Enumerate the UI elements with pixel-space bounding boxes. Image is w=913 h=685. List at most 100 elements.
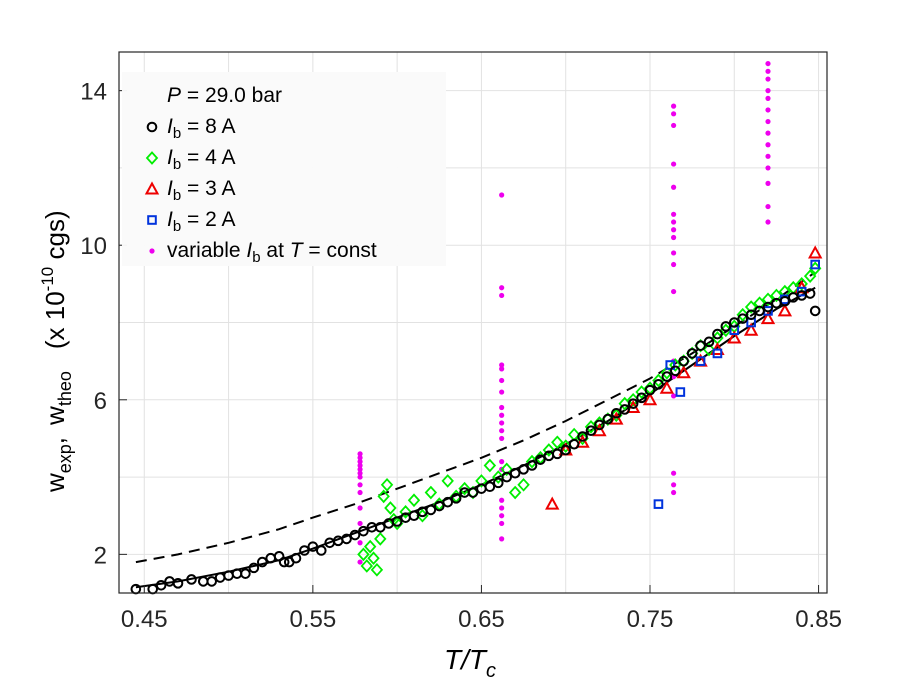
data-point-diamond [500, 462, 513, 477]
data-point-dot [357, 462, 363, 469]
data-point-circle [526, 460, 538, 471]
data-point-diamond [483, 458, 497, 473]
x-axis-label: T/Tc [444, 644, 496, 682]
y-label-w-exp: w [40, 473, 70, 493]
legend-marker-triangle [144, 181, 160, 195]
data-point-dot [499, 292, 505, 299]
legend-marker-diamond [145, 151, 159, 165]
data-point-diamond [761, 292, 775, 307]
legend-8a-rest: = 8 A [181, 115, 235, 138]
data-point-circle [695, 340, 706, 351]
data-point-circle [669, 365, 681, 377]
y-label-units-close: cgs) [40, 210, 70, 266]
data-point-circle [391, 516, 403, 527]
legend-var-pre: variable [167, 239, 246, 262]
data-point-circle [577, 431, 588, 442]
data-point-circle [644, 384, 656, 396]
data-point-dot [671, 393, 677, 399]
data-point-circle [737, 313, 749, 324]
legend-markers [144, 121, 160, 254]
plot-frame [118, 51, 828, 594]
legend-entry-2a: Ib = 2 A [167, 208, 235, 235]
data-point-triangle [642, 392, 658, 406]
data-point-circle [240, 568, 251, 579]
legend-entry-3a: Ib = 3 A [167, 177, 235, 204]
legend-4a-var: I [167, 146, 173, 169]
data-point-circle [602, 413, 614, 425]
data-point-circle [551, 448, 563, 460]
data-point-dot [499, 536, 505, 542]
data-point-dot [671, 211, 677, 217]
y-axis-label: wexp,wtheo(x 10-10 cgs) [38, 210, 75, 493]
data-point-circle [467, 487, 479, 498]
data-point-circle [712, 328, 723, 340]
data-point-dot [357, 459, 363, 465]
legend-2a-rest: = 2 A [181, 208, 235, 231]
data-point-circle [585, 425, 597, 437]
data-point-dot [765, 95, 771, 101]
data-point-circle [299, 545, 310, 556]
data-point-dot [499, 435, 505, 442]
data-point-dot [671, 161, 677, 167]
data-point-triangle [777, 303, 793, 317]
legend-var-sub: b [252, 249, 260, 266]
y-label-w-theo: w [40, 406, 70, 426]
legend-4a-sub: b [173, 156, 181, 173]
data-point-diamond [424, 485, 438, 500]
data-point-dot [765, 68, 771, 74]
data-point-circle [720, 321, 732, 332]
data-point-dot [671, 261, 677, 268]
data-point-dot [765, 219, 771, 225]
legend-box [122, 72, 446, 266]
legend-3a-sub: b [173, 187, 181, 204]
data-point-diamond [669, 358, 682, 372]
data-point-dot [671, 288, 677, 295]
data-point-square [695, 356, 706, 366]
legend-4a-rest: = 4 A [181, 146, 235, 169]
legend-entry-4a: Ib = 4 A [167, 146, 235, 173]
data-point-diamond [795, 277, 808, 291]
data-point-dot [765, 118, 771, 125]
data-point-dot [765, 153, 771, 159]
data-point-circle [610, 408, 622, 419]
data-point-dot [499, 192, 505, 198]
data-point-circle [433, 500, 445, 512]
data-point-circle [678, 355, 690, 367]
data-point-dot [357, 451, 363, 457]
data-point-dot [671, 111, 677, 117]
data-point-circle [374, 522, 386, 533]
legend-var-ivar: I [246, 239, 252, 262]
y-label-exp-sub: exp [55, 444, 75, 473]
x-tick-label: 0.65 [458, 606, 505, 633]
legend-var-at: at [261, 239, 290, 262]
data-point-square [675, 387, 686, 397]
data-point-square [810, 259, 821, 270]
y-label-units-exponent: -10 [38, 267, 57, 292]
data-point-dot [499, 428, 505, 434]
data-point-dot [499, 377, 505, 384]
grid [119, 52, 827, 593]
x-tick-label: 0.75 [627, 606, 674, 633]
data-point-triangle [676, 365, 691, 379]
data-point-triangle [609, 411, 624, 425]
data-point-triangle [659, 380, 675, 394]
data-point-circle [501, 471, 513, 483]
data-point-circle [754, 305, 765, 317]
data-point-dot [499, 505, 505, 511]
data-point-circle [206, 576, 218, 587]
y-label-theo-sub: theo [55, 371, 75, 406]
data-point-circle [492, 477, 504, 489]
data-point-diamond [618, 396, 631, 411]
y-tick-label: 2 [94, 542, 107, 569]
data-point-triangle [743, 322, 759, 336]
data-point-dot [357, 520, 363, 527]
data-point-circle [509, 467, 521, 479]
legend-entry-variable: variable Ib at T = const [167, 239, 377, 266]
data-point-dot [765, 165, 771, 171]
y-tick-label: 6 [94, 388, 107, 415]
legend-8a-sub: b [173, 125, 181, 142]
data-point-diamond [652, 373, 665, 388]
data-point-circle [518, 464, 529, 475]
data-point-square [665, 360, 676, 370]
axis-ticks: 0.45 0.55 0.65 0.75 0.85 2 6 10 14 [80, 79, 842, 633]
